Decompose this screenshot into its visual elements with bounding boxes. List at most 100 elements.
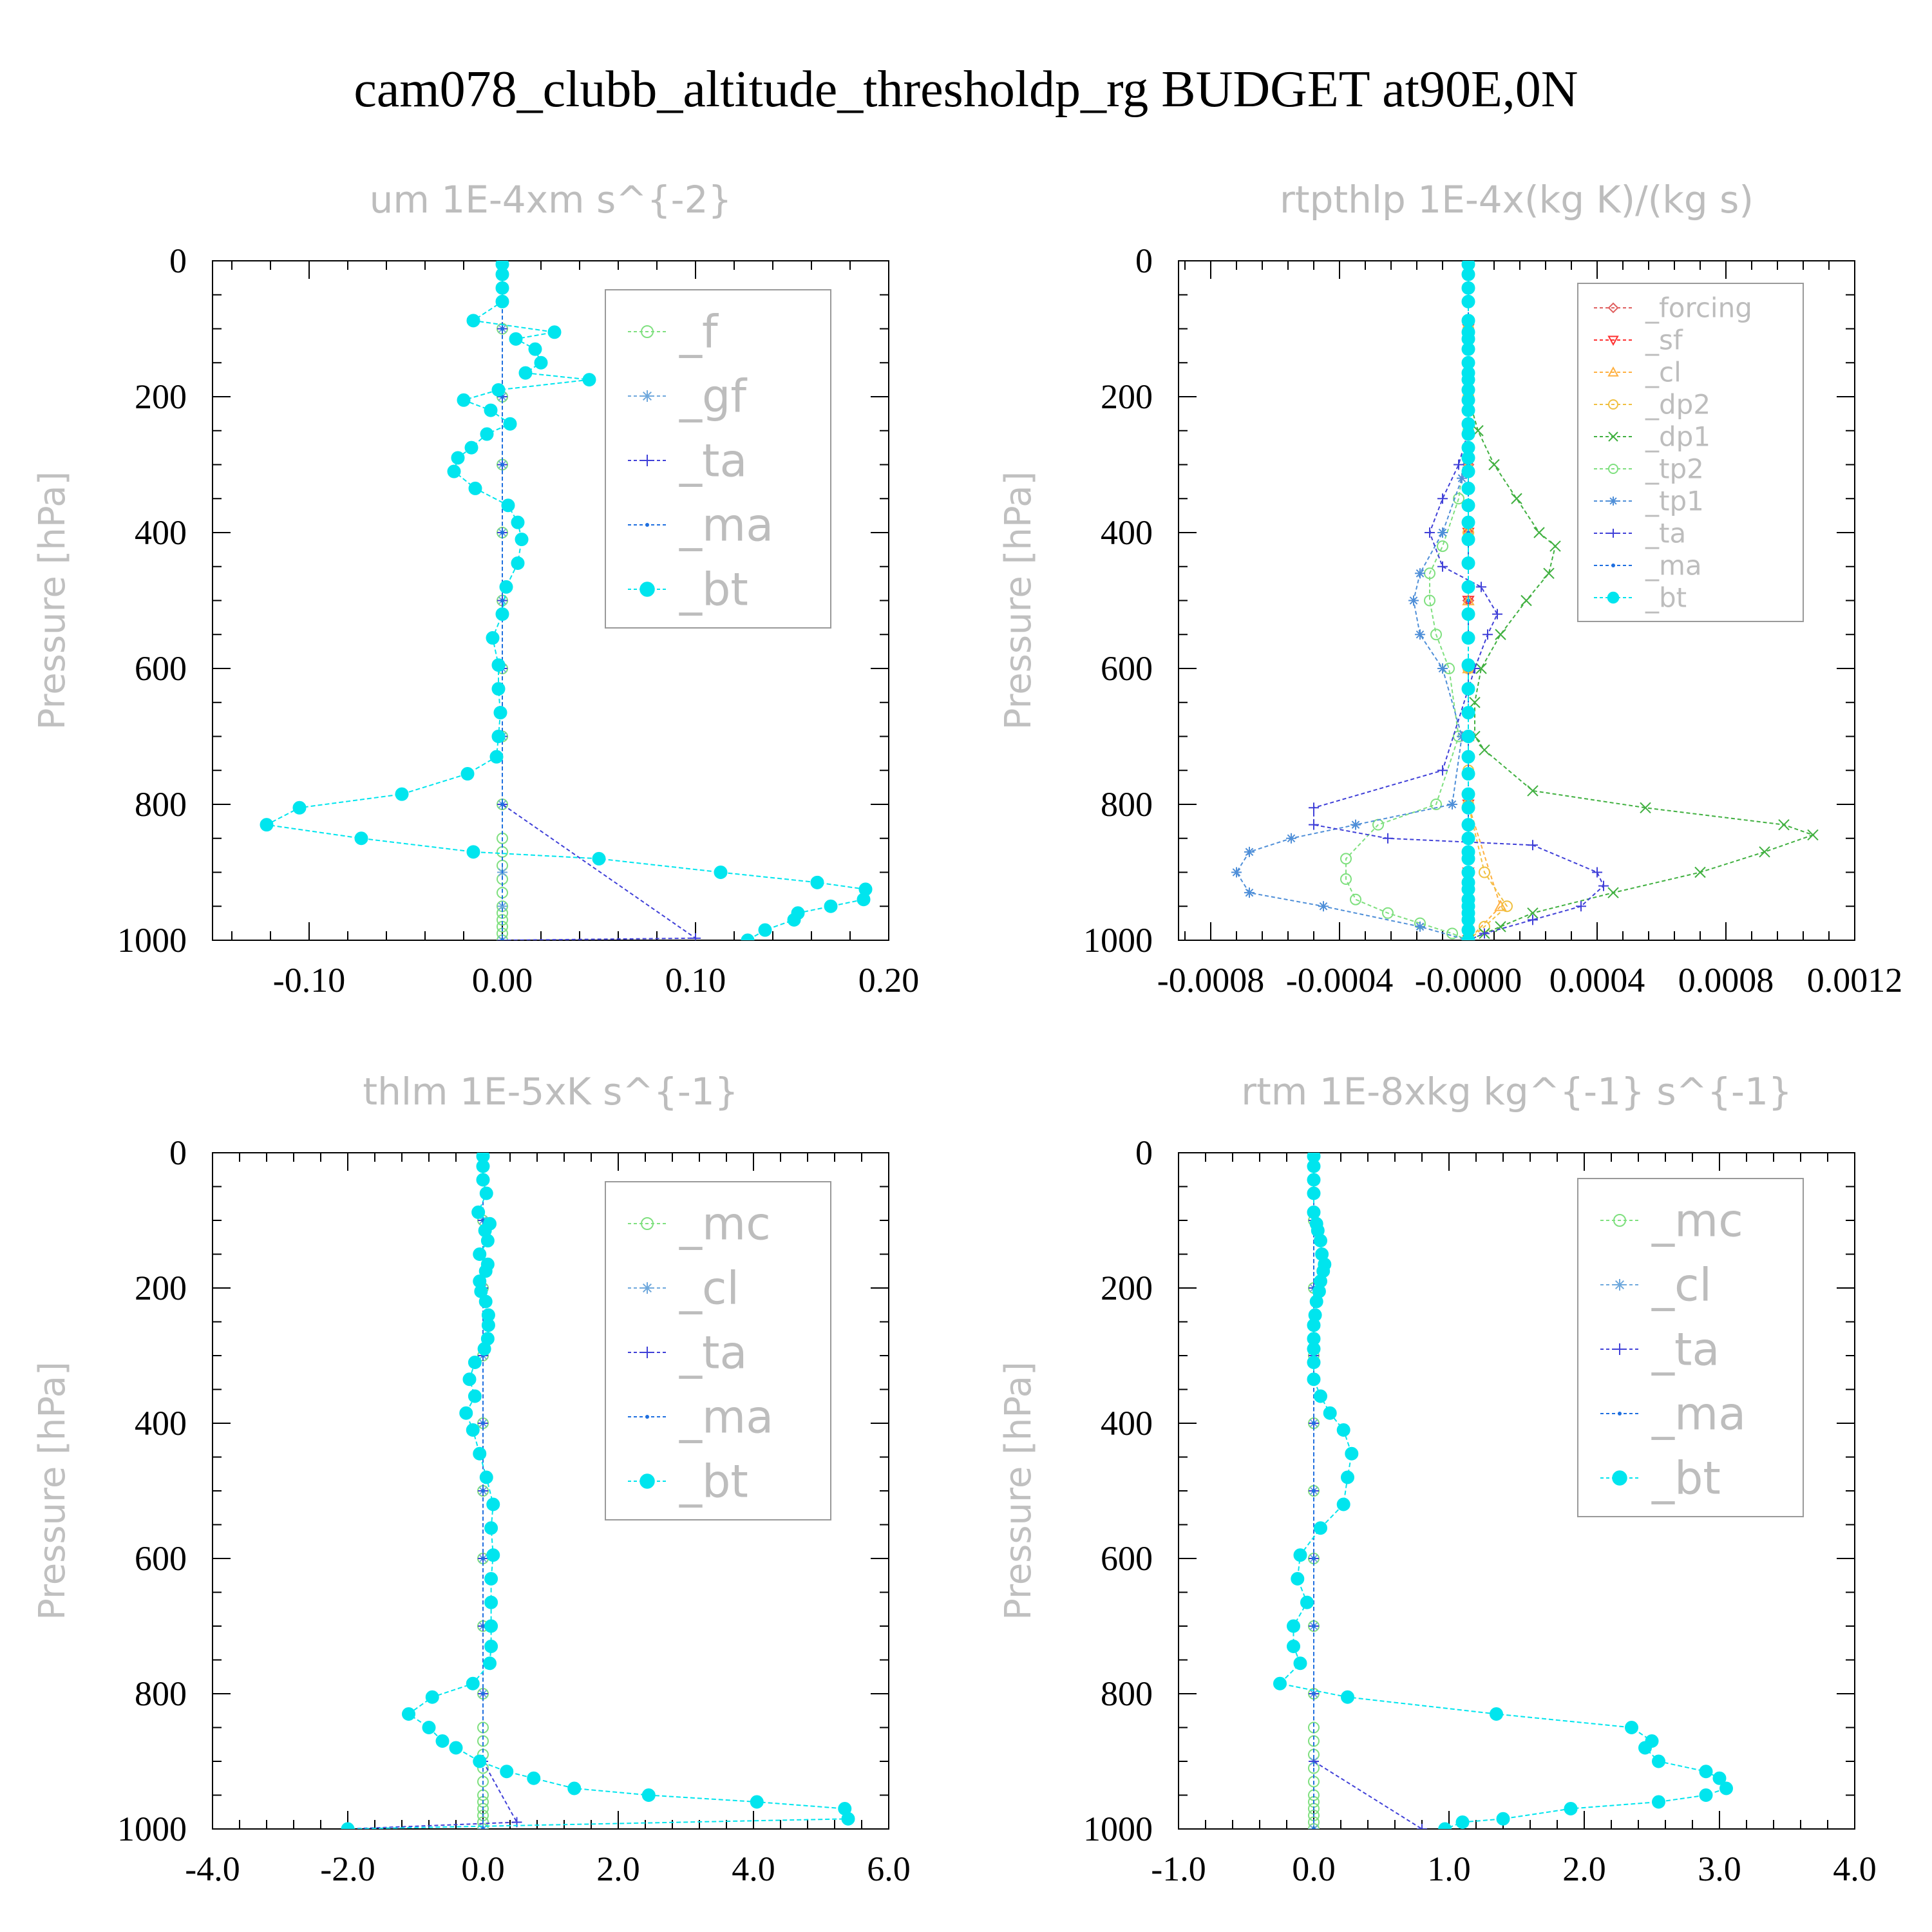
data-point bbox=[1309, 802, 1319, 813]
data-point bbox=[1461, 851, 1475, 866]
data-point bbox=[500, 531, 504, 535]
legend-marker bbox=[641, 1282, 653, 1294]
data-point bbox=[500, 938, 504, 940]
data-point bbox=[1350, 819, 1361, 830]
data-point bbox=[476, 1159, 490, 1173]
data-point bbox=[1461, 767, 1475, 781]
data-point bbox=[1461, 831, 1475, 846]
data-point bbox=[500, 598, 504, 603]
data-point bbox=[500, 462, 504, 467]
x-tick-label: 0.0 bbox=[1292, 1850, 1336, 1888]
data-point bbox=[451, 451, 465, 465]
y-axis-label: Pressure [hPa] bbox=[998, 471, 1039, 730]
legend-box bbox=[605, 1181, 831, 1520]
data-point bbox=[1437, 527, 1448, 538]
legend-entry: _ta bbox=[679, 1327, 747, 1379]
data-point bbox=[471, 1205, 486, 1219]
data-point bbox=[1475, 663, 1487, 674]
plot-area bbox=[341, 1153, 855, 1829]
data-point bbox=[481, 1318, 495, 1332]
data-point bbox=[1461, 800, 1475, 815]
x-tick-label: -2.0 bbox=[320, 1850, 375, 1888]
data-point bbox=[495, 267, 509, 281]
legend-entry: _bt bbox=[1651, 1452, 1721, 1505]
y-axis-label: Pressure [hPa] bbox=[32, 471, 73, 730]
legend-marker bbox=[1607, 336, 1619, 346]
data-point bbox=[1312, 1827, 1316, 1829]
data-point bbox=[1461, 294, 1475, 308]
y-tick-label: 800 bbox=[1101, 785, 1153, 824]
data-point bbox=[1564, 1802, 1578, 1815]
x-tick-label: 0.0004 bbox=[1549, 961, 1645, 999]
data-point bbox=[473, 1754, 487, 1768]
y-tick-label: 600 bbox=[1101, 649, 1153, 688]
data-point bbox=[484, 1640, 498, 1653]
y-tick-label: 0 bbox=[1135, 1133, 1153, 1172]
x-tick-label: 0.10 bbox=[665, 961, 726, 999]
legend-entry: _bt bbox=[679, 564, 748, 616]
data-point bbox=[1318, 901, 1329, 912]
data-point bbox=[486, 1497, 500, 1511]
chart-panel: um 1E-4xm s^{-2} Pressure [hPa] 0 200 400 600… bbox=[32, 178, 919, 999]
legend-entry: _bt bbox=[679, 1455, 748, 1508]
data-point bbox=[1231, 867, 1242, 878]
y-tick-label: 1000 bbox=[1083, 1810, 1153, 1848]
data-point bbox=[1461, 451, 1475, 465]
data-point bbox=[1287, 1619, 1300, 1633]
y-tick-label: 800 bbox=[135, 1674, 187, 1713]
data-point bbox=[481, 1624, 485, 1628]
chart-panel: rtm 1E-8xkg kg^{-1} s^{-1} Pressure [hPa]… bbox=[998, 1070, 1877, 1888]
legend-entry: _gf bbox=[679, 370, 747, 423]
data-point bbox=[1576, 901, 1586, 912]
data-point bbox=[1314, 1234, 1327, 1247]
legend-marker bbox=[641, 455, 653, 466]
data-point bbox=[758, 923, 772, 937]
data-point bbox=[1291, 1572, 1305, 1586]
legend-marker bbox=[639, 582, 655, 597]
data-point bbox=[1323, 1406, 1337, 1420]
data-point bbox=[1461, 706, 1475, 720]
data-point bbox=[511, 556, 525, 570]
y-tick-label: 600 bbox=[1101, 1539, 1153, 1578]
data-point bbox=[480, 427, 494, 441]
y-tick-label: 400 bbox=[135, 513, 187, 552]
data-point bbox=[464, 440, 478, 455]
x-tick-label: 0.0012 bbox=[1807, 961, 1903, 999]
data-point bbox=[1598, 880, 1609, 891]
data-point bbox=[447, 464, 461, 478]
data-point bbox=[1712, 1771, 1727, 1785]
y-tick-label: 0 bbox=[169, 242, 187, 280]
panel-title: thlm 1E-5xK s^{-1} bbox=[363, 1070, 738, 1113]
legend-entry: _tp2 bbox=[1645, 453, 1704, 485]
data-point bbox=[457, 393, 471, 407]
data-point bbox=[1424, 594, 1435, 607]
data-point bbox=[481, 1421, 485, 1425]
data-point bbox=[466, 1423, 480, 1437]
legend-marker bbox=[1609, 529, 1618, 538]
data-point bbox=[841, 1812, 855, 1826]
data-point bbox=[1461, 607, 1475, 621]
data-point bbox=[1307, 1205, 1321, 1219]
data-point bbox=[1469, 697, 1481, 708]
panel-title: um 1E-4xm s^{-2} bbox=[370, 178, 732, 222]
data-point bbox=[690, 933, 701, 940]
legend-marker bbox=[641, 1217, 654, 1230]
data-point bbox=[1340, 853, 1352, 865]
data-point bbox=[425, 1690, 439, 1704]
legend-marker bbox=[1612, 1470, 1627, 1486]
data-point bbox=[1492, 609, 1502, 620]
data-point bbox=[1461, 580, 1475, 594]
data-point bbox=[1415, 921, 1425, 932]
data-point bbox=[491, 383, 506, 397]
data-point bbox=[479, 1470, 493, 1484]
data-point bbox=[1454, 459, 1464, 470]
data-point bbox=[495, 281, 509, 295]
x-tick-label: -1.0 bbox=[1151, 1850, 1206, 1888]
legend-entry: _ma bbox=[679, 499, 773, 552]
data-point bbox=[1340, 873, 1352, 886]
data-point bbox=[1293, 1656, 1307, 1671]
y-tick-label: 0 bbox=[1135, 242, 1153, 280]
x-tick-label: 2.0 bbox=[596, 1850, 640, 1888]
data-point bbox=[1341, 1690, 1354, 1704]
data-point bbox=[1457, 473, 1467, 484]
